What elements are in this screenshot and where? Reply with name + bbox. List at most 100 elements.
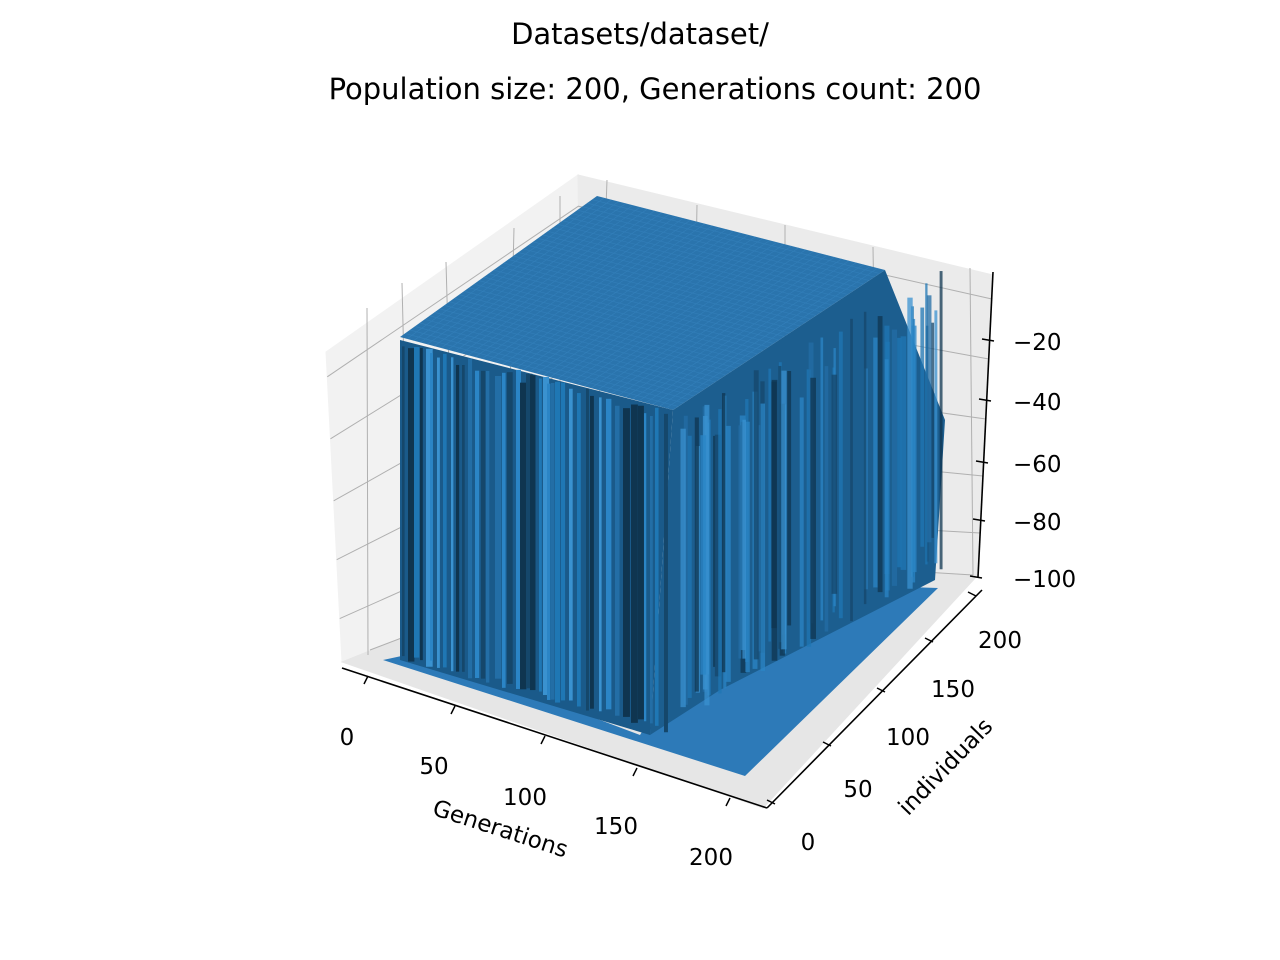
surface-front-stripes	[402, 346, 668, 733]
z-tick-mark	[969, 575, 983, 579]
surface-stripe	[543, 376, 550, 695]
surface-stripe	[873, 337, 878, 588]
surface-stripe	[599, 397, 602, 712]
mesh-line	[513, 255, 795, 330]
z-tick-mark	[978, 398, 992, 402]
surface-stripe	[931, 322, 935, 538]
surface-stripe	[850, 318, 853, 622]
surface-stripe	[414, 347, 420, 658]
surface-stripe	[725, 425, 731, 682]
surface-stripe	[539, 378, 542, 692]
surface-stripe	[838, 331, 843, 619]
mesh-line	[666, 267, 878, 409]
mesh-line	[652, 264, 864, 405]
surface-top-mesh	[404, 197, 880, 409]
mesh-line	[567, 216, 854, 292]
surface-stripe	[907, 297, 913, 589]
mesh-line	[577, 243, 785, 385]
surface-stripe	[877, 316, 883, 593]
surface-stripe	[495, 375, 502, 679]
surface-stripe	[664, 413, 668, 733]
z-tick-label: −80	[1013, 510, 1062, 536]
surface-stripe	[721, 393, 726, 673]
surface-stripe	[831, 374, 838, 594]
x-tick-label: 50	[419, 754, 448, 780]
surface-stripe	[547, 383, 551, 700]
surface-stripe	[502, 372, 506, 688]
mesh-line	[508, 259, 790, 334]
surface-stripe	[742, 419, 746, 659]
z-tick-label: −40	[1013, 390, 1062, 416]
mesh-line	[604, 251, 814, 392]
mesh-line	[584, 245, 792, 387]
mesh-line	[518, 252, 801, 327]
mesh-line	[552, 227, 838, 302]
surface-stripe	[680, 428, 686, 708]
mesh-line	[549, 236, 756, 378]
mesh-line	[527, 245, 811, 320]
chart-title: Datasets/dataset/	[511, 17, 769, 51]
mesh-line	[563, 240, 770, 382]
z-tick-mark	[981, 338, 995, 342]
surface-stripe	[768, 368, 772, 642]
surface-stripe	[468, 358, 473, 679]
back-grid-line	[969, 267, 974, 576]
z-tick-mark	[975, 460, 989, 464]
surface-right-stripes	[680, 271, 943, 708]
surface-stripe	[683, 415, 688, 705]
surface-stripe	[516, 369, 521, 689]
surface-stripe	[820, 337, 824, 621]
x-tick-mark	[540, 735, 546, 745]
mesh-line	[577, 209, 864, 285]
surface-stripe	[934, 310, 938, 564]
surface-stripe	[939, 271, 943, 570]
axis-lines	[341, 271, 994, 809]
surface-stripe	[586, 388, 589, 711]
surface-stripe	[456, 364, 460, 672]
surface-stripe	[655, 407, 659, 726]
surface-stripe	[700, 435, 707, 675]
surface-stripe	[704, 404, 710, 706]
mesh-line	[532, 241, 817, 316]
surface-stripe	[650, 415, 653, 724]
mesh-line	[590, 247, 799, 389]
z-axis-ticks: −20 −40 −60 −80 −100	[969, 330, 1076, 593]
mesh-line	[536, 232, 742, 374]
surface-stripe	[824, 366, 829, 632]
surface-stripe	[760, 403, 766, 672]
surface-stripe	[526, 373, 533, 689]
x-tick-label: 100	[503, 785, 547, 811]
mesh-line	[587, 202, 875, 278]
z-axis-line	[977, 271, 994, 578]
surface-stripe	[638, 405, 644, 720]
surface-stripe	[900, 336, 907, 570]
mesh-line	[523, 248, 806, 323]
surface-stripe	[920, 307, 925, 547]
surface-stripe	[780, 370, 787, 650]
surface-stripe	[475, 370, 480, 679]
surface	[383, 196, 945, 776]
surface-stripe	[443, 353, 447, 668]
surface-stripe	[771, 381, 777, 629]
mesh-line	[618, 254, 828, 396]
y-tick-mark	[924, 637, 934, 643]
surface-stripe	[507, 372, 513, 684]
surface-stripe	[520, 382, 527, 690]
x-tick-mark	[632, 767, 638, 777]
surface-stripe	[897, 337, 902, 568]
surface-stripe	[694, 417, 699, 692]
y-tick-mark	[822, 741, 832, 747]
mesh-line	[659, 266, 871, 407]
mesh-line	[572, 213, 859, 288]
surface-stripe	[891, 329, 898, 586]
surface-stripe	[925, 283, 928, 565]
surface-stripe	[799, 397, 804, 647]
chart-subtitle: Population size: 200, Generations count:…	[329, 72, 982, 106]
surface-stripe	[644, 413, 647, 722]
mesh-line	[638, 260, 850, 402]
surface-stripe	[745, 421, 750, 673]
mesh-line	[562, 220, 848, 295]
surface-stripe	[462, 365, 465, 672]
